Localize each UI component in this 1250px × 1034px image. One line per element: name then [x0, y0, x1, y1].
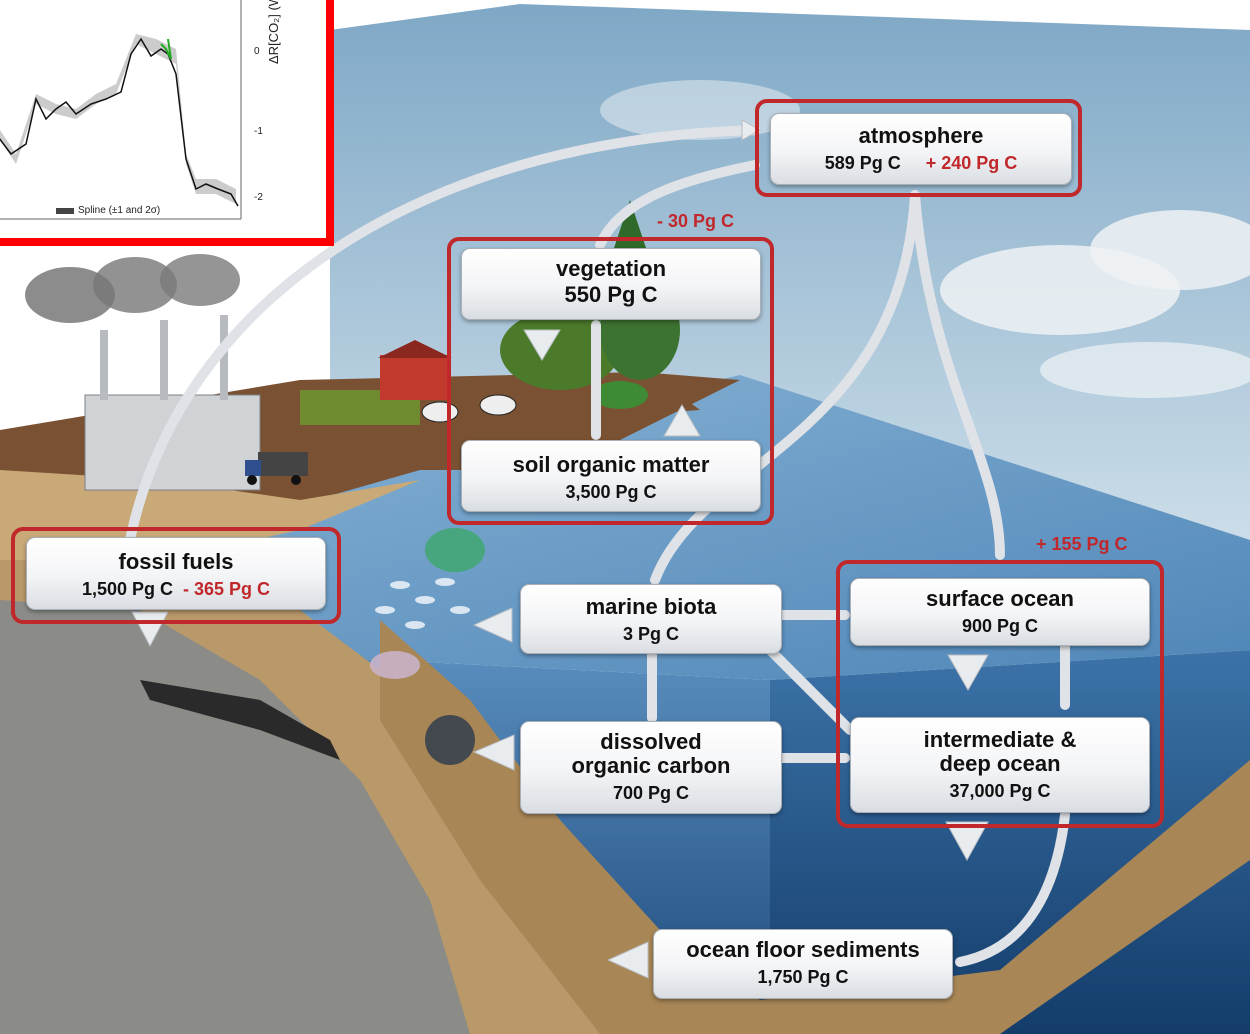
soil-amount: 3,500 Pg C	[565, 482, 657, 502]
truck	[245, 452, 308, 485]
deep-ocean-amount: 37,000 Pg C	[949, 781, 1051, 801]
arrowhead-atmosphere	[741, 119, 762, 141]
shells	[370, 651, 420, 679]
farm	[300, 340, 517, 425]
coal-seam	[140, 680, 340, 760]
inset-legend-label: Spline (±1 and 2σ)	[78, 205, 161, 216]
atmosphere-box: atmosphere 589 Pg C + 240 Pg C	[770, 113, 1072, 185]
dissolved-particles	[425, 715, 475, 765]
fossil-fuels-amount-row: 1,500 Pg C - 365 Pg C	[27, 578, 325, 600]
ocean-highlight-frame	[836, 560, 1164, 828]
atmosphere-amount-row: 589 Pg C + 240 Pg C	[771, 152, 1071, 174]
co2-forcing-inset-chart: 0 -1 -2 ΔR[CO₂] (W m Spline (±1 and 2σ)	[0, 0, 334, 246]
arrowhead-sediment-left	[606, 941, 649, 979]
vegetation-title: vegetation	[555, 256, 667, 281]
atmosphere-change: + 240 Pg C	[925, 153, 1018, 173]
fossil-fuels-amount: 1,500 Pg C	[81, 579, 173, 599]
arrow-atmosphere-to-marine	[650, 190, 920, 585]
doc-amount: 700 Pg C	[612, 783, 690, 803]
cloud	[1090, 210, 1250, 290]
arrow-fossil-to-atmosphere	[125, 125, 760, 545]
arrowhead-soil-up	[663, 404, 701, 437]
inset-spline-line	[0, 37, 239, 207]
inset-data-points	[160, 38, 172, 60]
ocean-floor-sediments-box: ocean floor sediments 1,750 Pg C	[653, 929, 953, 999]
fish-school	[375, 578, 470, 629]
surface-ocean-box: surface ocean 900 Pg C	[850, 578, 1150, 646]
inset-y-tick: 0	[254, 46, 260, 57]
phytoplankton	[425, 528, 485, 572]
soil-box: soil organic matter 3,500 Pg C	[461, 440, 761, 512]
marine-biota-amount: 3 Pg C	[622, 624, 679, 644]
arrowhead-marine-left	[472, 607, 513, 643]
dissolved-organic-carbon-box: dissolved organic carbon 700 Pg C	[520, 721, 782, 814]
fossil-fuels-change: - 365 Pg C	[183, 579, 271, 599]
atmosphere-highlight-frame	[755, 99, 1082, 197]
sediment-layer	[380, 620, 1250, 1034]
sediments-title: ocean floor sediments	[686, 937, 920, 962]
arrow-atmosphere-to-vegetation	[595, 160, 760, 250]
fossil-fuels-title: fossil fuels	[118, 549, 234, 574]
surface-ocean-amount: 900 Pg C	[961, 616, 1039, 636]
arrowhead-surface-down	[947, 654, 989, 692]
factory	[25, 254, 261, 491]
arrowhead-dissolved-left	[472, 734, 515, 771]
land-highlight-frame	[447, 237, 774, 525]
soil-title: soil organic matter	[512, 452, 710, 477]
cloud	[1040, 342, 1250, 398]
vegetation-change: - 30 Pg C	[657, 211, 735, 231]
vegetation-amount: 550 Pg C	[564, 282, 658, 307]
inset-y-tick: -1	[254, 126, 263, 137]
marine-biota-box: marine biota 3 Pg C	[520, 584, 782, 654]
inset-y-axis-label: ΔR[CO₂] (W m	[266, 0, 281, 64]
inset-legend-swatch	[56, 208, 74, 214]
sediments-amount: 1,750 Pg C	[757, 967, 849, 987]
marine-biota-title: marine biota	[585, 594, 717, 619]
fossil-highlight-frame	[11, 527, 341, 624]
inset-uncertainty-band	[0, 34, 236, 204]
vegetation-box: vegetation 550 Pg C	[461, 248, 761, 320]
atmosphere-title: atmosphere	[858, 123, 984, 148]
inset-plot	[0, 0, 242, 220]
deep-ocean-title-line1: intermediate &	[923, 727, 1077, 752]
surface-ocean-title: surface ocean	[926, 586, 1074, 611]
fossil-fuels-box: fossil fuels 1,500 Pg C - 365 Pg C	[26, 537, 326, 610]
arrowhead-deep-down	[945, 821, 989, 862]
doc-title-line1: dissolved	[600, 729, 702, 754]
deep-ocean-title-line2: deep ocean	[939, 751, 1061, 776]
deep-ocean-box: intermediate & deep ocean 37,000 Pg C	[850, 717, 1150, 813]
arrowhead-vegetation-down	[523, 329, 561, 361]
inset-y-tick: -2	[254, 192, 263, 203]
rock-layer	[0, 600, 470, 1034]
doc-title-line2: organic carbon	[571, 753, 731, 778]
atmosphere-amount: 589 Pg C	[824, 153, 901, 173]
arrow-atmosphere-to-surface	[910, 190, 1005, 560]
ocean-change: + 155 Pg C	[1036, 534, 1128, 554]
arrow-deep-sediment	[955, 810, 1070, 967]
